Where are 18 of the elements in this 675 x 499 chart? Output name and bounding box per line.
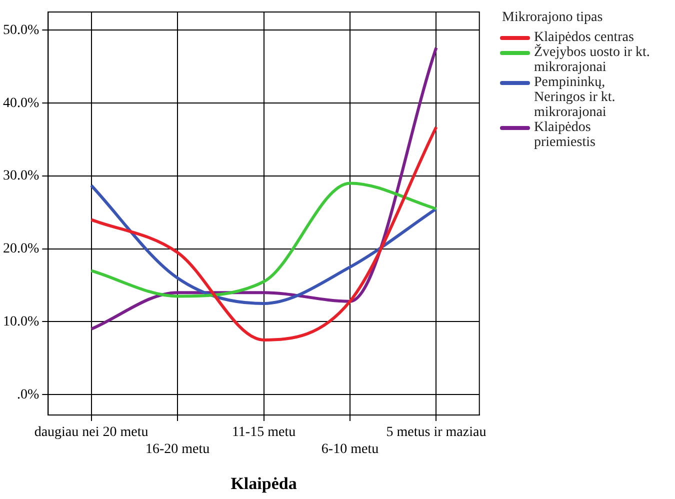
x-tick-label: daugiau nei 20 metu [34, 425, 148, 440]
y-tick-label: .0% [16, 387, 40, 402]
x-tick-label: 6-10 metu [321, 442, 379, 457]
x-tick-label: 11-15 metu [232, 425, 296, 440]
legend-label: Pempininkų, Neringos ir kt. mikrorajonai [534, 75, 616, 120]
x-axis-title: Klaipėda [230, 474, 298, 494]
legend-label: Žvejybos uosto ir kt. mikrorajonai [534, 45, 650, 75]
y-tick-label: 40.0% [2, 96, 40, 111]
y-tick-label: 10.0% [2, 314, 40, 330]
legend-label: Klaipėdos priemiestis [534, 120, 596, 150]
line-series [90, 126, 438, 342]
x-tick-label: 16-20 metu [145, 442, 210, 457]
y-tick-label: 30.0% [2, 168, 40, 184]
y-tick-label: 20.0% [2, 242, 40, 257]
y-tick-label: 50.0% [2, 22, 40, 38]
x-tick-label: 5 metus ir maziau [386, 425, 486, 440]
legend-label: Klaipėdos centras [534, 30, 634, 45]
legend-title: Mikrorajono tipas [502, 10, 604, 26]
